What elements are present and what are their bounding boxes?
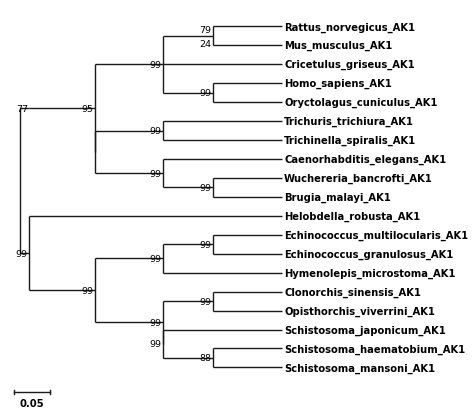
- Text: Trichuris_trichiura_AK1: Trichuris_trichiura_AK1: [284, 117, 414, 127]
- Text: Helobdella_robusta_AK1: Helobdella_robusta_AK1: [284, 211, 420, 221]
- Text: 88: 88: [200, 354, 211, 363]
- Text: Cricetulus_griseus_AK1: Cricetulus_griseus_AK1: [284, 60, 415, 70]
- Text: 99: 99: [16, 249, 28, 258]
- Text: 95: 95: [82, 104, 94, 113]
- Text: Clonorchis_sinensis_AK1: Clonorchis_sinensis_AK1: [284, 287, 421, 297]
- Text: Oryctolagus_cuniculus_AK1: Oryctolagus_cuniculus_AK1: [284, 98, 438, 108]
- Text: 99: 99: [150, 169, 162, 178]
- Text: 79: 79: [200, 26, 211, 35]
- Text: 77: 77: [16, 104, 28, 113]
- Text: Mus_musculus_AK1: Mus_musculus_AK1: [284, 41, 392, 51]
- Text: Rattus_norvegicus_AK1: Rattus_norvegicus_AK1: [284, 22, 415, 33]
- Text: 24: 24: [200, 40, 211, 49]
- Text: Wuchereria_bancrofti_AK1: Wuchereria_bancrofti_AK1: [284, 173, 433, 184]
- Text: 99: 99: [150, 254, 162, 263]
- Text: Caenorhabditis_elegans_AK1: Caenorhabditis_elegans_AK1: [284, 154, 447, 165]
- Text: Schistosoma_haematobium_AK1: Schistosoma_haematobium_AK1: [284, 344, 465, 354]
- Text: Brugia_malayi_AK1: Brugia_malayi_AK1: [284, 192, 391, 202]
- Text: 99: 99: [150, 318, 162, 327]
- Text: 99: 99: [150, 339, 162, 349]
- Text: Hymenolepis_microstoma_AK1: Hymenolepis_microstoma_AK1: [284, 268, 456, 278]
- Text: Schistosoma_mansoni_AK1: Schistosoma_mansoni_AK1: [284, 363, 435, 373]
- Text: 99: 99: [150, 127, 162, 136]
- Text: 99: 99: [200, 183, 211, 192]
- Text: 99: 99: [200, 297, 211, 306]
- Text: Homo_sapiens_AK1: Homo_sapiens_AK1: [284, 79, 392, 89]
- Text: Opisthorchis_viverrini_AK1: Opisthorchis_viverrini_AK1: [284, 306, 435, 316]
- Text: Trichinella_spiralis_AK1: Trichinella_spiralis_AK1: [284, 135, 416, 146]
- Text: 99: 99: [82, 286, 94, 295]
- Text: Schistosoma_japonicum_AK1: Schistosoma_japonicum_AK1: [284, 325, 446, 335]
- Text: Echinococcus_granulosus_AK1: Echinococcus_granulosus_AK1: [284, 249, 454, 259]
- Text: Echinococcus_multilocularis_AK1: Echinococcus_multilocularis_AK1: [284, 230, 468, 240]
- Text: 99: 99: [200, 89, 211, 98]
- Text: 99: 99: [150, 61, 162, 70]
- Text: 99: 99: [200, 240, 211, 249]
- Text: 0.05: 0.05: [20, 398, 45, 408]
